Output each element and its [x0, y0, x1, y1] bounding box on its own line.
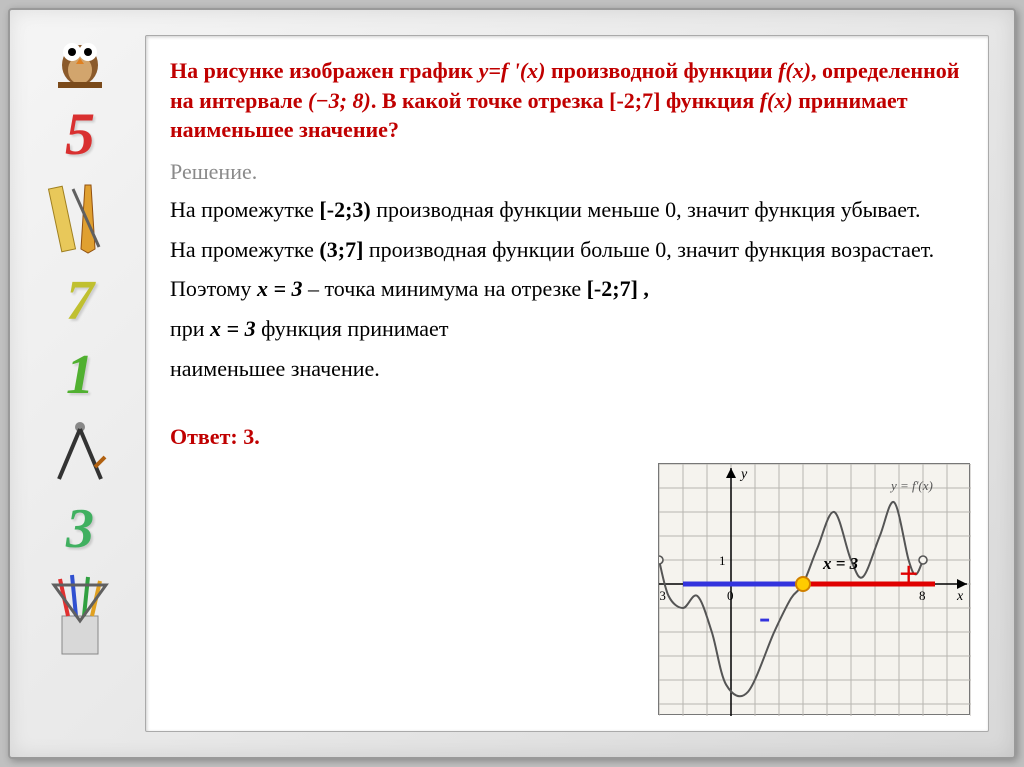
plus-annotation: + — [899, 556, 918, 594]
svg-text:0: 0 — [727, 588, 734, 603]
svg-text:x: x — [956, 589, 964, 604]
solution-heading: Решение. — [170, 159, 964, 185]
decor-sidebar: 5 7 1 3 — [30, 30, 130, 750]
content-panel: На рисунке изображен график y=f '(x) про… — [145, 35, 989, 732]
x-equals-3-annotation: x = 3 — [823, 554, 858, 574]
ruler-icon — [40, 179, 120, 259]
solution-para-4: при x = 3 функция принимает — [170, 314, 964, 344]
answer-text: Ответ: 3. — [170, 424, 964, 450]
compass-icon — [40, 417, 120, 487]
svg-text:8: 8 — [919, 588, 926, 603]
digit-7-icon: 7 — [40, 269, 120, 333]
owl-icon — [40, 30, 120, 90]
slide-frame: 5 7 1 3 — [8, 8, 1016, 759]
solution-para-3: Поэтому x = 3 – точка минимума на отрезк… — [170, 274, 964, 304]
digit-5-icon: 5 — [40, 100, 120, 169]
svg-text:-3: -3 — [659, 588, 666, 603]
svg-text:y: y — [739, 467, 748, 482]
digit-1-icon: 1 — [40, 343, 120, 407]
minus-annotation: - — [759, 599, 770, 637]
svg-text:y = f'(x): y = f'(x) — [889, 478, 933, 493]
svg-text:1: 1 — [719, 553, 726, 568]
problem-statement: На рисунке изображен график y=f '(x) про… — [170, 56, 964, 145]
solution-para-2: На промежутке (3;7] производная функции … — [170, 235, 964, 265]
pencil-cup-icon — [40, 571, 120, 661]
solution-para-1: На промежутке [-2;3) производная функции… — [170, 195, 964, 225]
solution-para-5: наименьшее значение. — [170, 354, 964, 384]
digit-3-icon: 3 — [40, 497, 120, 561]
derivative-chart: y x y = f'(x) -3 0 8 1 - + x = 3 — [658, 463, 970, 715]
